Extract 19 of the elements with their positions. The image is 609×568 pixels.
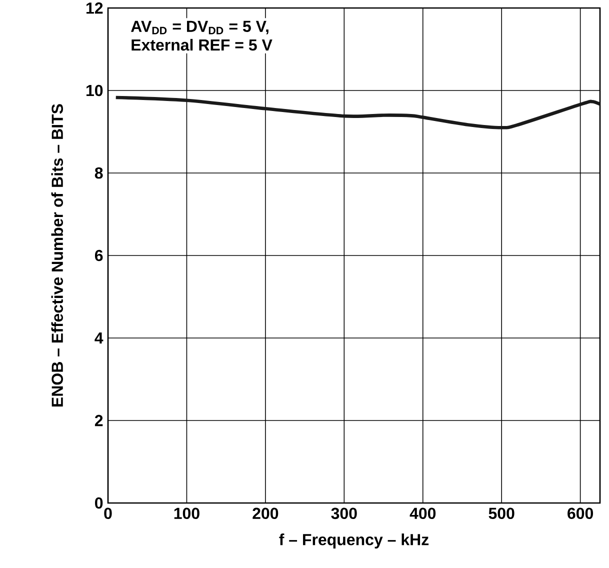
y-tick-label: 10 (86, 84, 103, 96)
x-tick-label: 200 (252, 508, 278, 520)
line-series (114, 96, 600, 130)
x-tick-label: 100 (174, 508, 200, 520)
y-tick-label: 8 (94, 167, 103, 179)
y-tick-label: 2 (94, 414, 103, 426)
y-tick-label: 12 (86, 2, 103, 14)
x-tick-label: 500 (488, 508, 514, 520)
x-tick-label: 600 (568, 508, 594, 520)
annotation: External REF = 5 V (132, 38, 272, 51)
x-axis-title: f – Frequency – kHz (279, 534, 429, 548)
annotation: AV$_{DD}$ = DV$_{DD}$ = 5 V, (131, 20, 268, 34)
y-tick-label: 6 (94, 250, 103, 262)
x-tick-label: 0 (104, 508, 112, 520)
y-tick-label: 4 (94, 332, 104, 344)
y-axis-title: ENOB – Effective Number of Bits – BITS (51, 104, 63, 406)
x-tick-label: 400 (410, 508, 436, 520)
y-tick-label: 0 (95, 497, 103, 509)
x-tick-label: 300 (331, 508, 357, 520)
